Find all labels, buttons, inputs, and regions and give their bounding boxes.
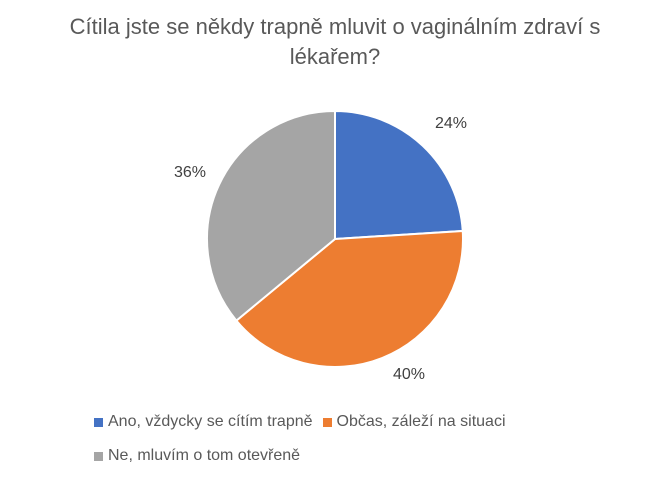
data-label-ne: 36% [174,164,206,181]
legend-row: Ne, mluvím o tom otevřeně [94,445,614,467]
legend-label-ano: Ano, vždycky se cítím trapně [108,413,313,430]
legend-item-ano: Ano, vždycky se cítím trapně [94,412,313,432]
chart-title: Cítila jste se někdy trapně mluvit o vag… [69,14,601,69]
legend-item-ne: Ne, mluvím o tom otevřeně [94,446,300,466]
legend-swatch-ano [94,417,103,427]
legend-row: Ano, vždycky se cítím trapně Občas, zále… [94,411,614,433]
pie-slice-ne [206,109,336,322]
legend-swatch-obcas [322,417,332,427]
data-label-ano: 24% [435,115,467,132]
legend-swatch-ne [94,451,103,461]
legend-label-ne: Ne, mluvím o tom otevřeně [108,447,301,464]
pie-slice-obcas [234,229,464,368]
chart-legend: Ano, vždycky se cítím trapně Občas, zále… [94,411,614,479]
legend-label-obcas: Občas, záleží na situaci [336,413,506,430]
legend-item-obcas: Občas, záleží na situaci [322,412,506,432]
data-label-obcas: 40% [393,366,425,383]
pie-slice-ano [334,109,464,241]
